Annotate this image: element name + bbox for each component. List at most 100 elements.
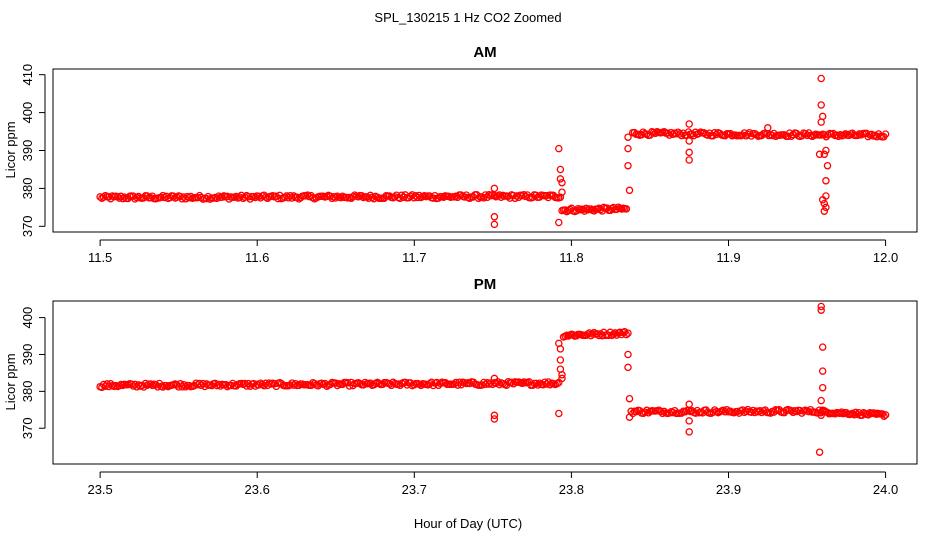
pm-segment-2-point [641, 408, 649, 416]
am-segment-2-point [660, 128, 668, 136]
pm-segment-2-point [656, 407, 665, 416]
am-data-point-19 [817, 101, 825, 109]
pm-x-tick-label-5: 24.0 [873, 482, 898, 497]
pm-segment-0-point [291, 379, 300, 388]
am-data-point-6 [558, 178, 566, 187]
am-data-point-24 [822, 146, 830, 155]
am-segment-0-point [251, 193, 260, 202]
am-segment-0-point [119, 194, 127, 203]
am-segment-2-point [667, 128, 675, 137]
pm-segment-0-point [507, 378, 516, 387]
am-x-tick-label-2: 11.7 [402, 250, 426, 265]
pm-panel-title: PM [474, 276, 497, 293]
am-y-axis-label: Licor ppm [3, 121, 18, 178]
am-segment-0-point [460, 193, 469, 201]
x-axis-label: Hour of Day (UTC) [414, 516, 522, 531]
am-segment-0-point [415, 191, 423, 200]
pm-segment-3-point [837, 408, 846, 416]
am-segment-0-point [197, 193, 205, 202]
am-segment-0-point [293, 193, 301, 202]
am-x-tick-label-3: 11.8 [559, 250, 583, 265]
am-segment-0-point [262, 193, 270, 201]
am-segment-0-point [331, 194, 340, 202]
am-segment-0-point [535, 193, 544, 201]
am-segment-0-point [99, 193, 108, 201]
am-panel: AM Licor ppm 11.5 11.6 11.7 11.8 11.9 12.0 37… [3, 44, 918, 265]
am-data-point-17 [764, 124, 772, 132]
pm-segment-0-point [255, 381, 263, 389]
pm-segment-2-point [749, 406, 757, 415]
pm-segment-0-point [542, 380, 551, 388]
am-data-point-14 [685, 137, 693, 145]
pm-segment-0-point [532, 379, 540, 388]
pm-data-point-8 [555, 409, 563, 418]
am-segment-2-point [768, 131, 776, 140]
pm-segment-0-point [197, 381, 206, 390]
pm-segment-2-point [669, 408, 677, 417]
am-segment-0-point [504, 192, 512, 201]
pm-segment-2-point [742, 407, 750, 415]
am-segment-0-point [434, 194, 443, 202]
pm-segment-0-point [495, 380, 504, 389]
am-data-point-7 [555, 218, 563, 227]
pm-x-tick-label-2: 23.7 [402, 482, 427, 497]
am-data-point-25 [823, 161, 832, 170]
am-segment-0-point [349, 192, 357, 201]
pm-segment-0-point [289, 381, 298, 389]
am-segment-0-point [180, 193, 188, 201]
am-segment-0-point [232, 192, 240, 201]
pm-data-point-4 [556, 345, 565, 353]
am-data-point-18 [817, 74, 825, 83]
am-segment-0-point [218, 193, 226, 201]
am-segment-0-point [513, 192, 521, 200]
pm-data-point-17 [817, 302, 825, 311]
am-segment-2-point [744, 130, 752, 139]
am-y-tick-label-3: 400 [20, 102, 35, 124]
pm-y-tick-label-3: 400 [20, 307, 35, 329]
am-segment-1-point [582, 204, 590, 213]
am-segment-0-point [391, 193, 399, 201]
am-segment-0-point [115, 194, 124, 202]
pm-segment-0-point [216, 382, 225, 390]
am-segment-2-point [871, 131, 879, 140]
am-plot-frame [52, 68, 918, 233]
am-segment-1-point [622, 205, 631, 213]
am-x-tick-label-5: 12.0 [873, 250, 898, 265]
am-segment-2-point [710, 129, 719, 137]
am-segment-0-point [406, 192, 415, 201]
pm-data-point-22 [817, 396, 825, 405]
pm-segment-0-point [178, 383, 186, 391]
am-x-tick-label-1: 11.6 [245, 250, 269, 265]
pm-data-point-24 [815, 448, 824, 456]
pm-segment-0-point [180, 380, 188, 389]
am-segment-0-point [474, 194, 483, 203]
pm-segment-0-point [129, 382, 138, 390]
pm-segment-0-point [262, 379, 270, 388]
am-segment-2-point [841, 130, 850, 138]
pm-segment-1-point [588, 330, 597, 338]
am-segment-2-point [712, 130, 721, 139]
pm-segment-3-point [881, 411, 890, 419]
am-segment-0-point [96, 193, 104, 201]
pm-data-point-19 [818, 343, 827, 351]
am-data-point-0 [490, 184, 499, 193]
am-data-point-15 [685, 148, 693, 157]
am-segment-0-point [439, 193, 448, 201]
pm-y-axis-label: Licor ppm [3, 353, 18, 410]
am-y-axis: 370 380 390 400 410 [20, 64, 46, 237]
am-segment-2-point [857, 131, 865, 139]
pm-segment-0-point [146, 380, 155, 388]
pm-segment-0-point [417, 381, 425, 390]
am-x-axis: 11.5 11.6 11.7 11.8 11.9 12.0 [88, 239, 898, 265]
am-segment-0-point [368, 193, 376, 202]
pm-x-tick-label-1: 23.6 [245, 482, 270, 497]
pm-y-axis: 370 380 390 400 [20, 307, 46, 439]
am-segment-2-point [663, 129, 672, 137]
pm-segment-0-point [214, 380, 223, 389]
pm-data-point-13 [625, 413, 634, 421]
am-segment-0-point [146, 193, 155, 202]
am-data-point-9 [624, 161, 632, 170]
am-x-tick-label-0: 11.5 [88, 250, 112, 265]
am-data-point-4 [556, 165, 565, 174]
am-segment-0-point [255, 192, 263, 201]
